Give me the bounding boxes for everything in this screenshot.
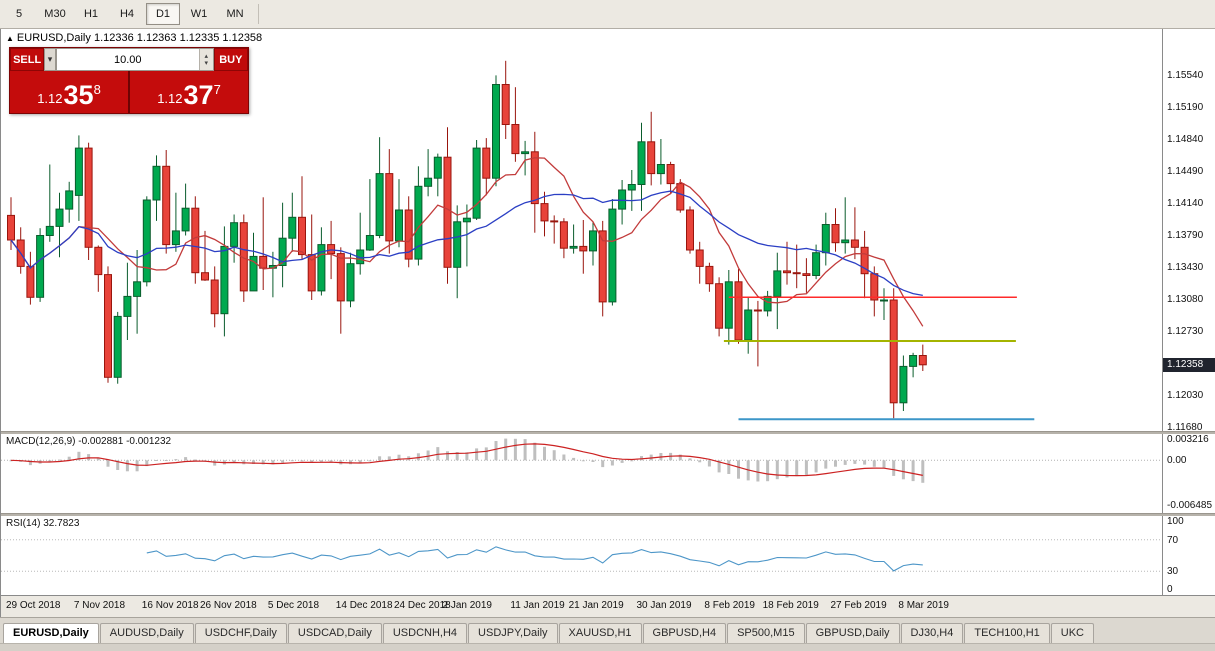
date-axis-label: 24 Dec 2018: [394, 600, 451, 611]
date-axis-label: 2 Jan 2019: [442, 600, 493, 611]
price-axis-label: 1.13790: [1167, 229, 1204, 241]
chart-tab[interactable]: USDCHF,Daily: [194, 623, 287, 643]
chart-tab[interactable]: GBPUSD,Daily: [805, 623, 900, 643]
buy-price-big: 37: [183, 80, 214, 110]
buy-price[interactable]: 1.12 37 7: [130, 71, 248, 113]
price-chart-panel: ▲ EURUSD,Daily 1.12336 1.12363 1.12335 1.…: [1, 29, 1215, 433]
timeframe-button-m30[interactable]: M30: [44, 8, 66, 20]
rsi-axis[interactable]: 100 70 30 0: [1162, 516, 1215, 595]
chart-tab[interactable]: GBPUSD,H4: [642, 623, 727, 643]
price-axis-label: 1.15190: [1167, 102, 1204, 114]
date-axis-label: 5 Dec 2018: [267, 600, 320, 611]
chart-tab[interactable]: USDJPY,Daily: [468, 623, 558, 643]
price-axis-label: 1.13430: [1167, 262, 1204, 274]
timeframe-button-d1[interactable]: D1: [146, 3, 180, 25]
sell-price-sup: 8: [93, 82, 101, 97]
price-axis-label: 1.15540: [1167, 70, 1204, 82]
price-axis-label: 1.11680: [1167, 421, 1203, 433]
price-axis-label: 1.12030: [1167, 389, 1204, 401]
timeframe-button-h1[interactable]: H1: [83, 8, 99, 20]
date-axis[interactable]: 29 Oct 2018 7 Nov 2018 16 Nov 2018 26 Nov 2…: [1, 595, 1215, 617]
chart-title: ▲ EURUSD,Daily 1.12336 1.12363 1.12335 1.…: [6, 32, 262, 44]
volume-dropdown-button[interactable]: ▾: [44, 48, 56, 71]
sell-price[interactable]: 1.12 35 8: [10, 71, 128, 113]
chart-tab[interactable]: XAUUSD,H1: [558, 623, 642, 643]
timeframe-button-w1[interactable]: W1: [190, 8, 208, 20]
chart-tab[interactable]: UKC: [1050, 623, 1094, 643]
price-divider: [128, 71, 130, 113]
date-axis-label: 26 Nov 2018: [200, 600, 257, 611]
buy-price-sup: 7: [213, 82, 221, 97]
chart-tab[interactable]: EURUSD,Daily: [3, 623, 99, 643]
date-axis-label: 29 Oct 2018: [6, 600, 61, 611]
macd-axis-label: 0.003216: [1167, 434, 1209, 445]
macd-axis-label: 0.00: [1167, 455, 1187, 467]
buy-price-prefix: 1.12: [157, 91, 183, 106]
macd-plot[interactable]: [1, 434, 1164, 513]
volume-input[interactable]: [56, 49, 199, 70]
date-axis-label: 14 Dec 2018: [335, 600, 393, 611]
macd-panel: MACD(12,26,9) -0.002881 -0.001232 0.0032…: [1, 434, 1215, 513]
rsi-axis-label: 100: [1167, 516, 1184, 527]
macd-axis-label: -0.006485: [1167, 500, 1213, 512]
price-axis-label: 1.14140: [1167, 197, 1204, 209]
date-axis-label: 8 Mar 2019: [898, 600, 949, 611]
date-axis-label: 16 Nov 2018: [141, 600, 199, 611]
timeframe-button-5[interactable]: 5: [15, 8, 23, 20]
chart-tabs-bar: EURUSD,Daily AUDUSD,Daily USDCHF,Daily USDC…: [0, 617, 1215, 643]
timeframe-buttons: 5 M30 H1 H4 D1 W1 MN: [1, 3, 253, 25]
collapse-icon[interactable]: ▲: [6, 34, 14, 43]
panel-splitter[interactable]: [1, 513, 1215, 516]
volume-field: ▴▾: [55, 48, 214, 71]
chart-tab[interactable]: DJ30,H4: [900, 623, 964, 643]
macd-label: MACD(12,26,9) -0.002881 -0.001232: [6, 436, 172, 447]
chart-tab[interactable]: TECH100,H1: [964, 623, 1050, 643]
price-axis-label: 1.12730: [1167, 326, 1204, 337]
date-axis-label: 7 Nov 2018: [73, 600, 126, 611]
sell-price-prefix: 1.12: [37, 91, 63, 106]
rsi-label: RSI(14) 32.7823: [6, 518, 80, 529]
sell-price-big: 35: [63, 80, 94, 110]
rsi-plot[interactable]: [1, 516, 1164, 595]
chart-tab[interactable]: AUDUSD,Daily: [99, 623, 194, 643]
volume-spinner[interactable]: ▴ ▾: [198, 49, 213, 70]
price-axis-label: 1.14840: [1167, 134, 1204, 145]
timeframe-button-h4[interactable]: H4: [119, 8, 135, 20]
rsi-panel: RSI(14) 32.7823 100 70 30 0: [1, 516, 1215, 595]
rsi-axis-label: 70: [1167, 534, 1179, 546]
date-axis-label: 27 Feb 2019: [830, 600, 887, 611]
current-price-badge: 1.12358: [1163, 357, 1215, 372]
chart-window: ▲ EURUSD,Daily 1.12336 1.12363 1.12335 1.…: [0, 29, 1215, 617]
spinner-up-icon[interactable]: ▴: [204, 52, 208, 60]
chart-symbol-label: EURUSD,Daily: [16, 32, 91, 44]
rsi-axis-label: 30: [1167, 566, 1179, 578]
buy-button[interactable]: BUY: [213, 48, 248, 71]
price-axis-label: 1.14490: [1167, 165, 1204, 177]
chart-tab[interactable]: USDCAD,Daily: [287, 623, 382, 643]
date-axis-label: 30 Jan 2019: [636, 600, 692, 611]
chart-ohlc-values: 1.12336 1.12363 1.12335 1.12358: [93, 32, 263, 44]
timeframe-button-mn[interactable]: MN: [226, 8, 244, 20]
chart-tab[interactable]: SP500,M15: [727, 623, 805, 643]
date-axis-label: 18 Feb 2019: [762, 600, 819, 611]
chart-tab[interactable]: USDCNH,H4: [382, 623, 468, 643]
date-axis-label: 8 Feb 2019: [704, 600, 755, 611]
date-axis-label: 11 Jan 2019: [510, 600, 565, 611]
chevron-down-icon: ▾: [47, 54, 53, 64]
rsi-axis-label: 0: [1167, 584, 1173, 595]
panel-splitter[interactable]: [1, 431, 1215, 434]
sell-button[interactable]: SELL: [10, 48, 45, 71]
price-plot[interactable]: [1, 29, 1164, 431]
price-axis-label: 1.13080: [1167, 294, 1204, 306]
status-strip: [0, 643, 1215, 651]
spinner-down-icon[interactable]: ▾: [204, 59, 208, 67]
toolbar-separator: [258, 4, 259, 24]
price-axis[interactable]: 1.15540 1.15190 1.14840 1.14490 1.14140 1.137…: [1162, 29, 1215, 433]
timeframe-toolbar: 5 M30 H1 H4 D1 W1 MN: [0, 0, 1215, 29]
date-axis-label: 21 Jan 2019: [568, 600, 624, 611]
macd-axis[interactable]: 0.003216 0.00 -0.006485: [1162, 434, 1215, 513]
